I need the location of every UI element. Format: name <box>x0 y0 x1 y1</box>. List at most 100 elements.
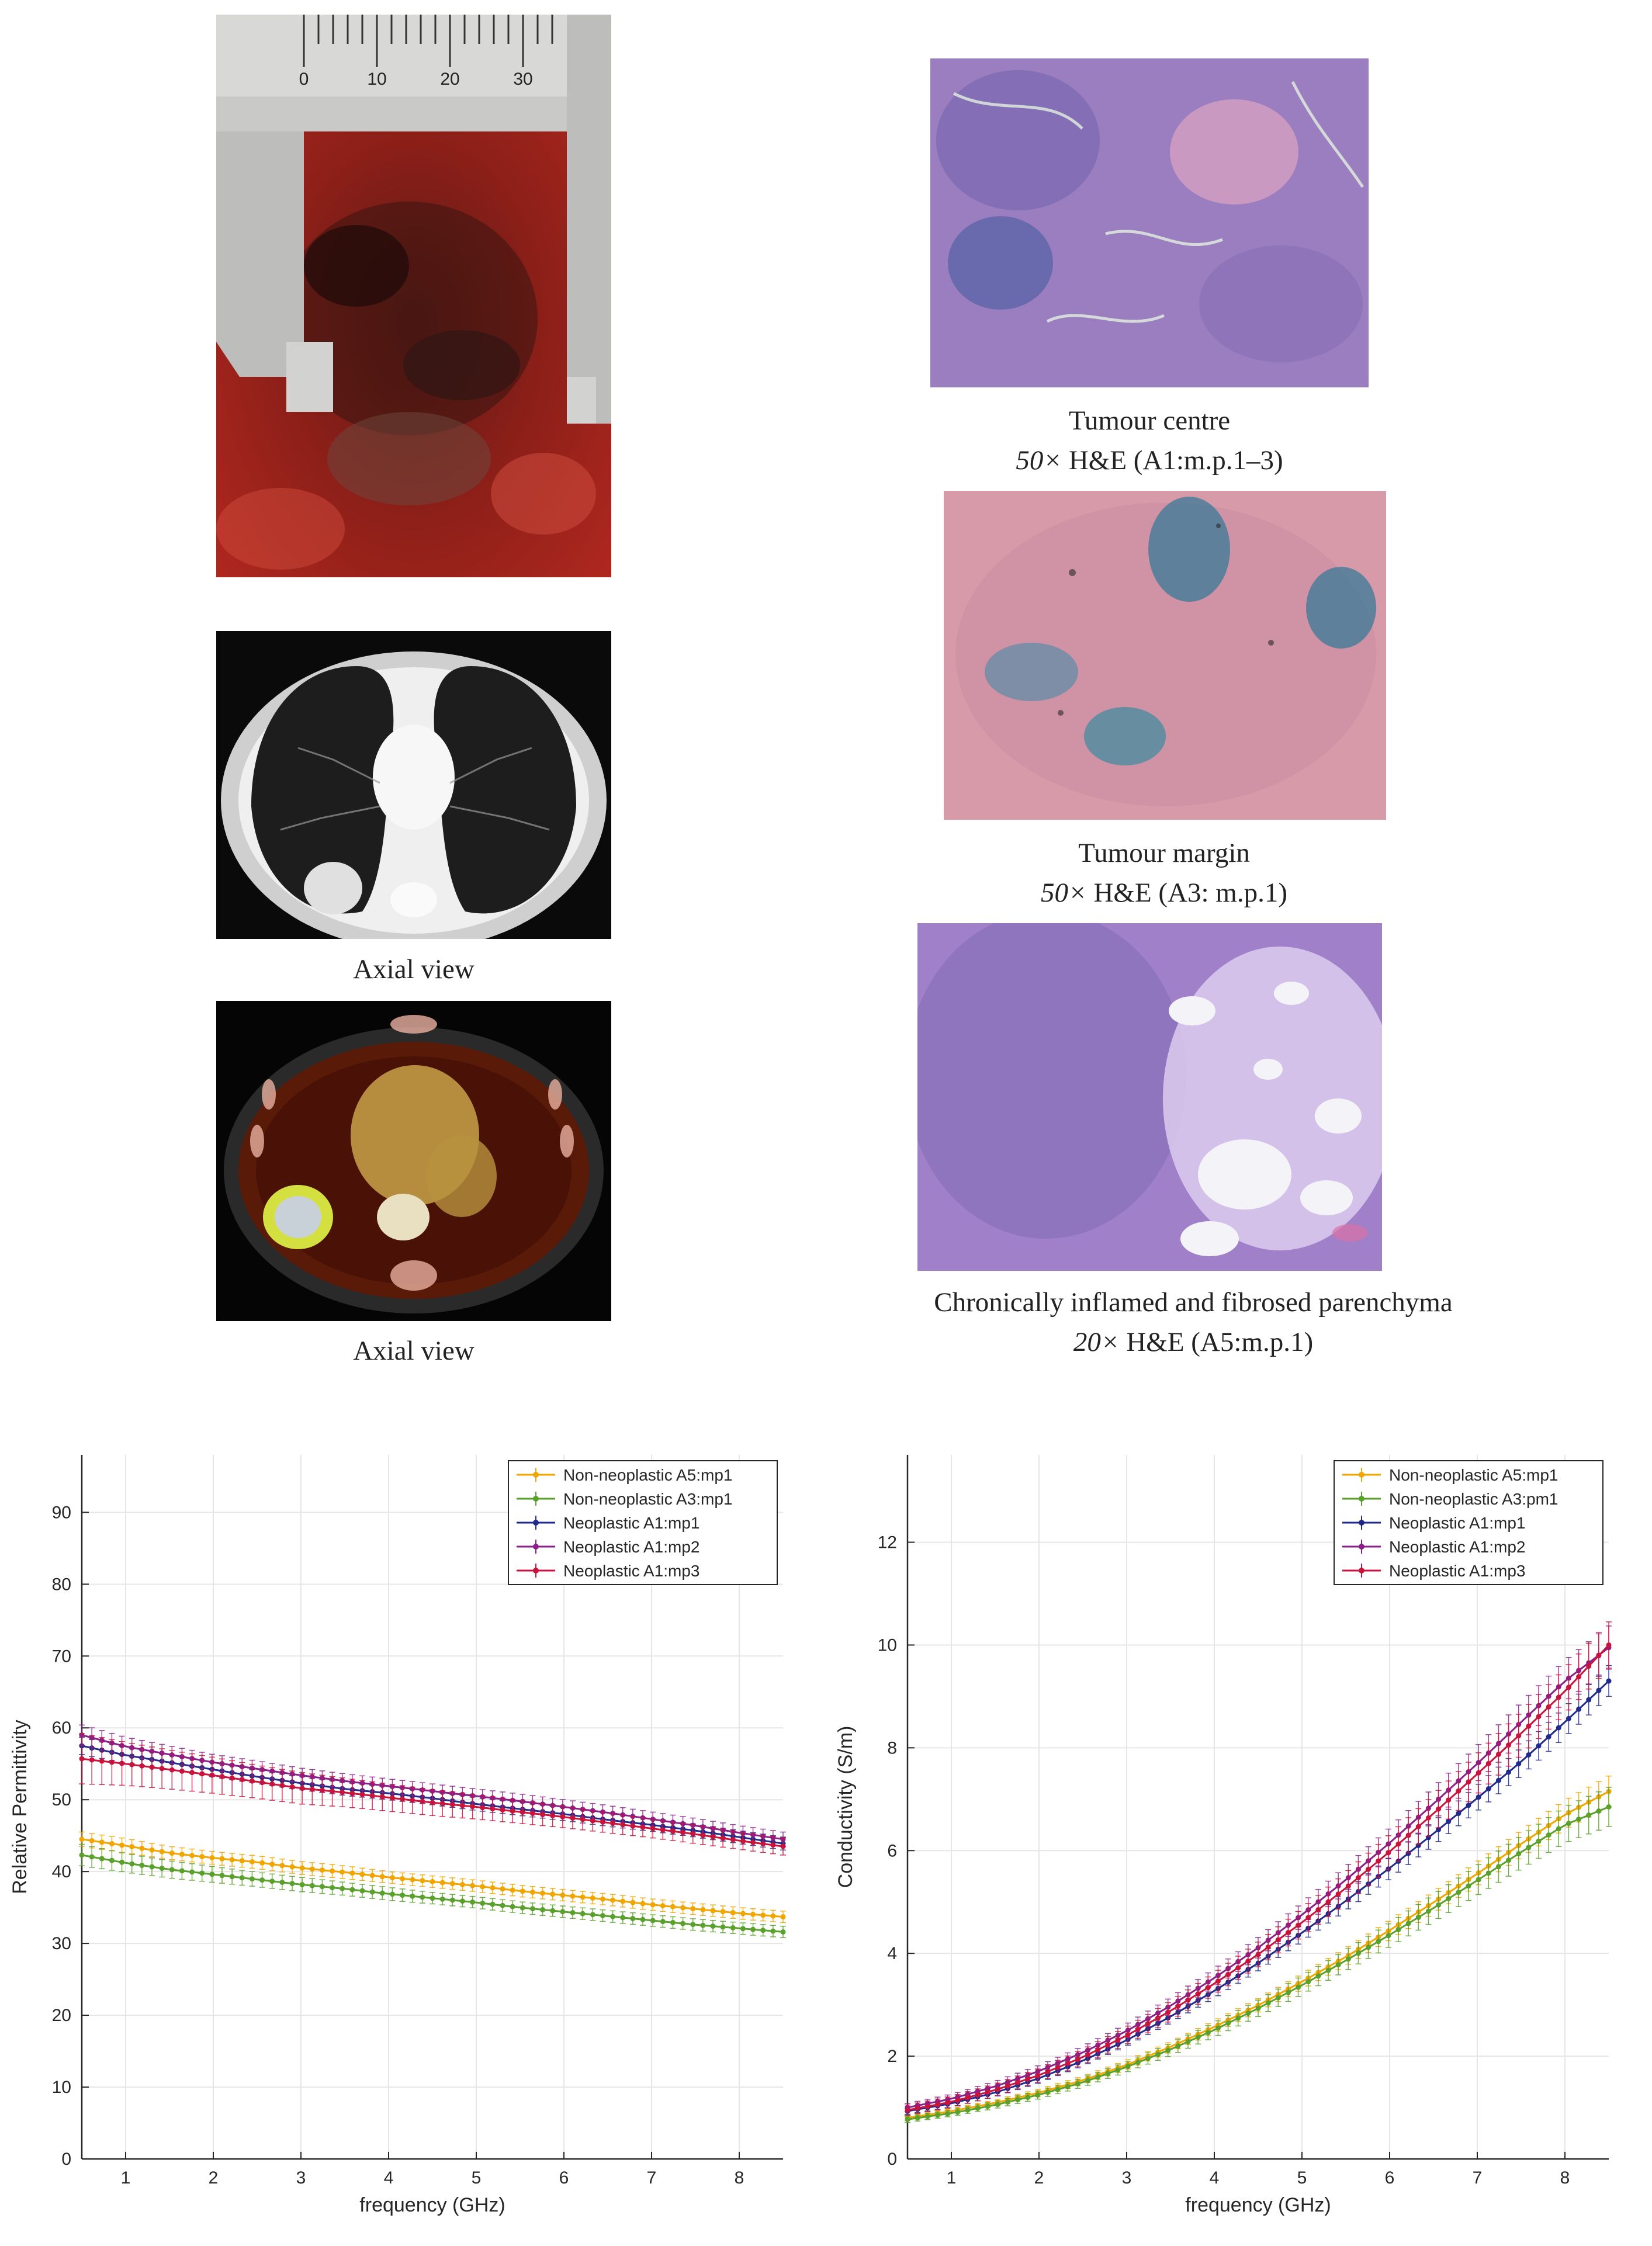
histology-centre-detail: 50× H&E (A1:m.p.1–3) <box>930 441 1369 480</box>
data-point <box>229 1874 235 1880</box>
histology-centre-stain: H&E (A1:m.p.1–3) <box>1062 445 1283 476</box>
data-point <box>1235 1965 1241 1971</box>
data-point <box>279 1863 285 1869</box>
data-point <box>330 1885 335 1891</box>
data-point <box>1215 1978 1221 1984</box>
data-point <box>459 1803 465 1808</box>
data-point <box>1345 1956 1351 1962</box>
data-point <box>349 1887 355 1893</box>
data-point <box>1456 1788 1461 1794</box>
data-point <box>369 1873 375 1878</box>
data-point <box>179 1852 185 1857</box>
data-point <box>640 1901 646 1907</box>
data-point <box>590 1818 595 1824</box>
data-point <box>420 1878 425 1884</box>
data-point <box>79 1836 85 1842</box>
legend-label: Neoplastic A1:mp2 <box>563 1538 699 1556</box>
legend-label: Non-neoplastic A3:mp1 <box>563 1490 733 1508</box>
data-point <box>630 1900 636 1905</box>
data-point <box>239 1875 245 1881</box>
legend-label: Neoplastic A1:mp1 <box>1389 1514 1525 1532</box>
x-axis-label: frequency (GHz) <box>359 2194 505 2216</box>
data-point <box>1325 1967 1331 1973</box>
data-point <box>720 1835 726 1841</box>
data-point <box>389 1891 395 1897</box>
data-point <box>995 2102 1000 2108</box>
x-tick-label: 4 <box>384 2168 394 2188</box>
data-point <box>760 1928 766 1933</box>
legend-label: Neoplastic A1:mp2 <box>1389 1538 1525 1556</box>
data-point <box>1135 2026 1141 2032</box>
pet-ct-image-icon <box>216 1001 611 1321</box>
data-point <box>1405 1921 1411 1926</box>
data-point <box>249 1778 255 1784</box>
data-point <box>1055 2086 1061 2092</box>
data-point <box>1195 2034 1201 2040</box>
data-point <box>410 1797 415 1803</box>
data-point <box>1476 1794 1481 1800</box>
histology-parenchyma-magnification: 20× <box>1073 1327 1120 1357</box>
data-point <box>420 1798 425 1804</box>
data-point <box>690 1906 696 1912</box>
conductivity-chart: 1 2 3 4 5 6 7 8 0 2 4 6 8 10 12 frequency (GHz) Conducti… <box>826 1426 1651 2246</box>
data-point <box>1506 1857 1512 1863</box>
y-tick-label: 6 <box>887 1841 897 1860</box>
data-point <box>750 1926 756 1932</box>
data-point <box>1516 1761 1522 1767</box>
data-point <box>610 1821 616 1826</box>
caliper-scale-0: 0 <box>299 70 309 89</box>
y-tick-label: 0 <box>61 2150 71 2169</box>
data-point <box>129 1861 135 1867</box>
data-point <box>470 1899 476 1905</box>
data-point <box>1325 1899 1331 1905</box>
legend-marker <box>1359 1496 1364 1502</box>
data-point <box>1436 1902 1442 1908</box>
legend-marker <box>533 1568 539 1573</box>
data-point <box>780 1929 786 1935</box>
data-point <box>700 1832 706 1838</box>
data-point <box>934 2112 940 2118</box>
data-point <box>710 1923 716 1929</box>
data-point <box>189 1770 195 1776</box>
data-point <box>690 1922 696 1928</box>
data-point <box>139 1845 145 1851</box>
data-point <box>129 1844 135 1850</box>
data-point <box>169 1867 175 1873</box>
data-point <box>1415 1842 1421 1848</box>
data-point <box>1415 1824 1421 1829</box>
y-tick-label: 8 <box>887 1738 897 1758</box>
data-point <box>379 1874 385 1880</box>
data-point <box>1485 1786 1491 1791</box>
data-point <box>1115 2067 1121 2073</box>
data-point <box>1506 1769 1512 1775</box>
y-tick-label: 70 <box>52 1647 71 1666</box>
data-point <box>740 1838 746 1844</box>
data-point <box>420 1894 425 1900</box>
data-point <box>750 1839 756 1845</box>
data-point <box>289 1881 295 1887</box>
histology-centre-magnification: 50× <box>1016 445 1062 476</box>
data-point <box>249 1876 255 1882</box>
data-point <box>1275 1937 1281 1943</box>
data-point <box>580 1894 586 1900</box>
data-point <box>449 1801 455 1807</box>
data-point <box>945 2111 951 2117</box>
data-point <box>1135 2060 1141 2065</box>
data-point <box>640 1824 646 1830</box>
y-tick-label: 20 <box>52 2006 71 2025</box>
data-point <box>680 1829 686 1835</box>
data-point <box>1255 1952 1261 1957</box>
data-point <box>1175 2004 1181 2009</box>
data-point <box>369 1889 375 1895</box>
data-point <box>1366 1945 1372 1950</box>
data-point <box>1495 1777 1501 1783</box>
x-tick-label: 6 <box>1385 2168 1395 2188</box>
data-point <box>299 1865 305 1871</box>
data-point <box>239 1858 245 1864</box>
data-point <box>510 1808 515 1814</box>
data-point <box>379 1890 385 1896</box>
legend: Non-neoplastic A5:mp1 Non-neoplastic A3:p… <box>1334 1460 1603 1585</box>
data-point <box>540 1907 546 1912</box>
